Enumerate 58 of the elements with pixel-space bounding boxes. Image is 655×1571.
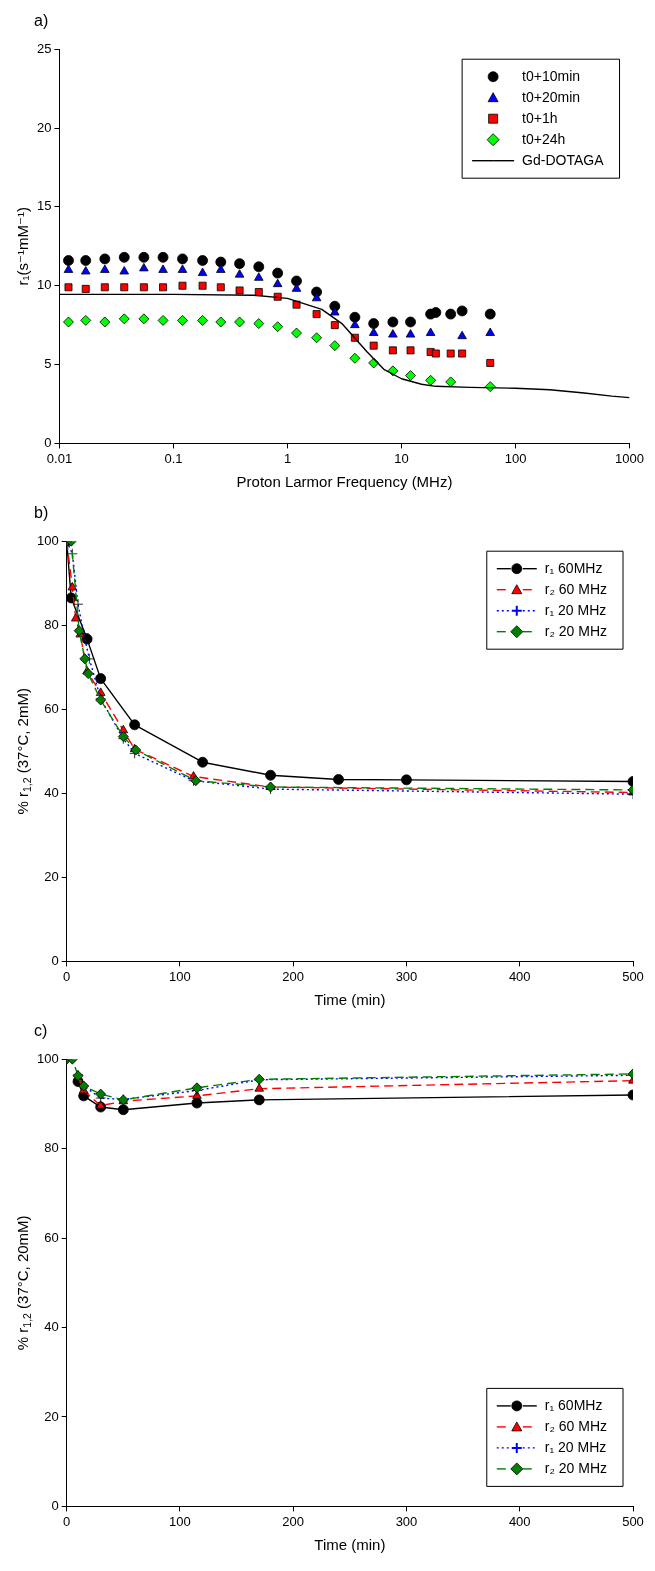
legend-label: r₂ 60 MHz — [544, 1417, 608, 1434]
legend-label: t0+20min — [522, 88, 581, 105]
y-tick-label: 60 — [44, 1229, 59, 1245]
y-tick-label: 15 — [36, 198, 52, 214]
x-tick-label: 500 — [622, 968, 644, 984]
x-tick-label: 1000 — [615, 450, 644, 466]
x-tick-label: 1 — [283, 450, 292, 466]
y-tick-label: 20 — [36, 119, 52, 135]
y-tick-label: 0 — [51, 1497, 59, 1513]
x-tick-label: 300 — [395, 1513, 418, 1529]
x-axis-title: Time (min) — [314, 1536, 386, 1554]
y-axis-title: r₁(s⁻¹mM⁻¹) — [14, 207, 32, 286]
y-tick-label: 40 — [44, 784, 59, 800]
legend-label: r₁ 60MHz — [544, 1396, 603, 1413]
x-tick-label: 400 — [508, 968, 531, 984]
x-tick-label: 10 — [394, 450, 409, 466]
x-tick-label: 400 — [508, 1513, 531, 1529]
x-axis-title: Proton Larmor Frequency (MHz) — [236, 473, 453, 491]
x-tick-label: 0.01 — [46, 450, 73, 466]
legend-label: t0+24h — [522, 130, 566, 147]
legend-label: Gd-DOTAGA — [522, 151, 605, 168]
y-tick-label: 80 — [44, 1140, 59, 1156]
legend-label: r₂ 20 MHz — [544, 622, 608, 639]
x-tick-label: 100 — [169, 1513, 191, 1529]
x-tick-label: 100 — [169, 968, 191, 984]
x-tick-label: 100 — [504, 450, 527, 466]
chart-title: b) — [34, 504, 49, 522]
legend-label: r₂ 60 MHz — [544, 580, 608, 597]
chart-title: a) — [34, 12, 49, 30]
x-tick-label: 200 — [282, 968, 305, 984]
y-tick-label: 80 — [44, 616, 59, 632]
y-tick-label: 5 — [44, 356, 52, 372]
chart-title: c) — [34, 1022, 48, 1040]
x-tick-label: 300 — [395, 968, 418, 984]
y-tick-label: 0 — [51, 952, 59, 968]
y-axis-title: % r1,2 (37°C, 20mM) — [14, 1215, 34, 1351]
legend-label: r₁ 60MHz — [544, 559, 603, 576]
y-tick-label: 0 — [44, 434, 52, 450]
x-tick-label: 200 — [282, 1513, 305, 1529]
legend-label: t0+10min — [522, 67, 581, 84]
x-axis-title: Time (min) — [314, 991, 386, 1009]
y-tick-label: 20 — [44, 1408, 59, 1424]
y-tick-label: 100 — [36, 1050, 59, 1066]
x-tick-label: 0.1 — [164, 450, 183, 466]
x-tick-label: 0 — [63, 968, 71, 984]
x-tick-label: 500 — [622, 1513, 644, 1529]
y-tick-label: 10 — [36, 277, 52, 293]
legend-label: r₁ 20 MHz — [544, 601, 607, 618]
legend-label: t0+1h — [522, 109, 558, 126]
legend-label: r₂ 20 MHz — [544, 1459, 608, 1476]
y-tick-label: 60 — [44, 700, 59, 716]
y-tick-label: 20 — [44, 868, 59, 884]
y-tick-label: 100 — [36, 532, 59, 548]
y-tick-label: 40 — [44, 1319, 59, 1335]
y-axis-title: % r1,2 (37°C, 2mM) — [14, 688, 34, 815]
y-tick-label: 25 — [36, 40, 52, 56]
x-tick-label: 0 — [63, 1513, 71, 1529]
legend-label: r₁ 20 MHz — [544, 1438, 607, 1455]
